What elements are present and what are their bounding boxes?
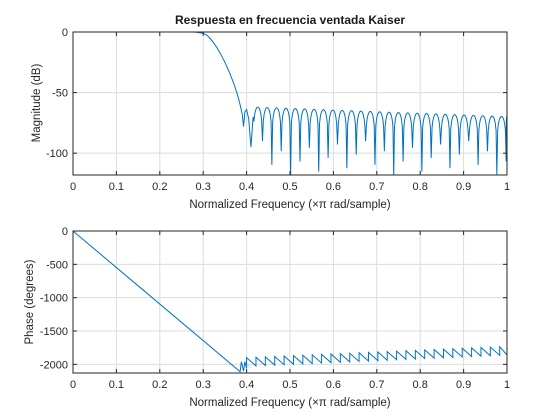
phase-ticks: 0 0.1 0.2 0.3 0.4 0.5 0.6 0.7 0.8 0.9 1 0 -500 -1000 -… xyxy=(40,226,510,391)
magnitude-x-tick-label: 0.3 xyxy=(196,181,211,193)
phase-y-tick-label: 0 xyxy=(62,226,68,238)
phase-x-tick-label: 1 xyxy=(504,379,510,391)
phase-y-tick-label: -500 xyxy=(46,259,68,271)
magnitude-y-tick-label: 0 xyxy=(62,27,68,39)
magnitude-x-axis-label: Normalized Frequency (×π rad/sample) xyxy=(189,199,390,211)
phase-x-tick-label: 0 xyxy=(70,379,76,391)
magnitude-axes: 0 0.1 0.2 0.3 0.4 0.5 0.6 0.7 0.8 0.9 1 0 -50 -100 Re… xyxy=(31,13,510,211)
phase-axes: 0 0.1 0.2 0.3 0.4 0.5 0.6 0.7 0.8 0.9 1 0 -500 -1000 -… xyxy=(24,226,510,409)
magnitude-x-tick-label: 0.6 xyxy=(326,181,341,193)
phase-y-tick-label: -1500 xyxy=(40,326,68,338)
magnitude-x-tick-label: 0.9 xyxy=(456,181,471,193)
magnitude-x-tick-label: 1 xyxy=(504,181,510,193)
phase-y-tick-label: -1000 xyxy=(40,293,68,305)
phase-series xyxy=(72,230,508,373)
magnitude-x-tick-label: 0.2 xyxy=(152,181,167,193)
magnitude-series-line xyxy=(73,31,508,176)
magnitude-x-tick-label: 0.4 xyxy=(239,181,254,193)
magnitude-series xyxy=(73,31,508,176)
phase-x-axis-label: Normalized Frequency (×π rad/sample) xyxy=(189,397,390,409)
phase-y-tick-label: -2000 xyxy=(40,359,68,371)
phase-x-tick-label: 0.3 xyxy=(196,379,211,391)
magnitude-y-axis-label: Magnitude (dB) xyxy=(31,64,43,143)
magnitude-x-tick-label: 0 xyxy=(70,181,76,193)
magnitude-x-tick-label: 0.7 xyxy=(369,181,384,193)
phase-x-tick-label: 0.5 xyxy=(282,379,297,391)
magnitude-y-tick-label: -50 xyxy=(52,88,68,100)
phase-x-tick-label: 0.7 xyxy=(369,379,384,391)
phase-x-tick-label: 0.8 xyxy=(413,379,428,391)
phase-x-tick-label: 0.1 xyxy=(109,379,124,391)
chart-title: Respuesta en frecuencia ventada Kaiser xyxy=(175,13,405,27)
phase-x-tick-label: 0.2 xyxy=(152,379,167,391)
phase-y-axis-label: Phase (degrees) xyxy=(24,259,36,344)
phase-x-tick-label: 0.9 xyxy=(456,379,471,391)
magnitude-x-tick-label: 0.8 xyxy=(413,181,428,193)
magnitude-ticks: 0 0.1 0.2 0.3 0.4 0.5 0.6 0.7 0.8 0.9 1 0 -50 -100 xyxy=(46,27,510,193)
phase-x-tick-label: 0.4 xyxy=(239,379,254,391)
phase-series-line xyxy=(72,230,508,373)
magnitude-x-tick-label: 0.1 xyxy=(109,181,124,193)
magnitude-x-tick-label: 0.5 xyxy=(282,181,297,193)
magnitude-y-tick-label: -100 xyxy=(46,148,68,160)
phase-x-tick-label: 0.6 xyxy=(326,379,341,391)
